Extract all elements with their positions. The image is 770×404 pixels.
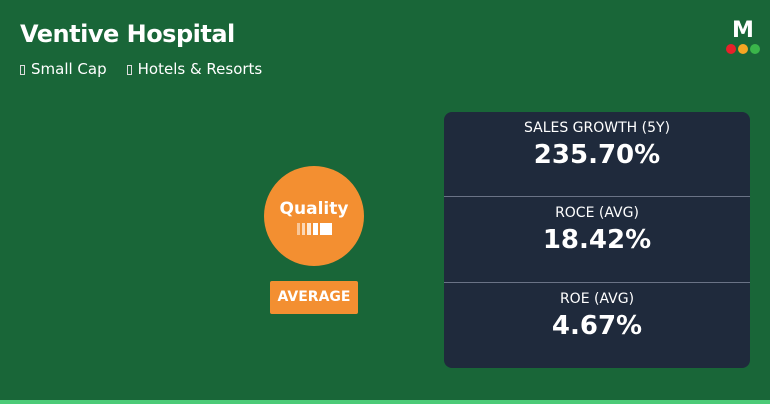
sector-icon — [126, 64, 132, 75]
metric-value: 235.70% — [533, 140, 661, 170]
metric-roe: ROE (AVG) 4.67% — [444, 283, 750, 368]
company-name: Ventive Hospital — [20, 20, 235, 48]
metric-sales-growth: SALES GROWTH (5Y) 235.70% — [444, 112, 750, 198]
quality-rating-badge: AVERAGE — [270, 281, 358, 314]
metrics-panel: SALES GROWTH (5Y) 235.70% ROCE (AVG) 18.42… — [444, 112, 750, 368]
metric-label: SALES GROWTH (5Y) — [523, 120, 671, 136]
metric-label: ROCE (AVG) — [555, 205, 639, 222]
quality-label: Quality — [279, 199, 349, 219]
green-dot-icon — [750, 44, 760, 54]
orange-dot-icon — [738, 44, 748, 54]
metric-value: 4.67% — [551, 310, 643, 341]
tag-market-cap: Small Cap — [20, 60, 107, 78]
quality-circle: Quality — [264, 166, 364, 266]
bottom-accent-bar — [0, 400, 770, 404]
company-tags: Small Cap Hotels & Resorts — [20, 60, 262, 78]
metric-label: ROE (AVG) — [559, 290, 635, 307]
tag-label: Hotels & Resorts — [137, 60, 263, 78]
metric-value: 18.42% — [542, 225, 652, 256]
tag-label: Small Cap — [31, 60, 107, 78]
metric-roce: ROCE (AVG) 18.42% — [444, 197, 750, 283]
brand-logo: M — [724, 20, 762, 54]
red-dot-icon — [726, 44, 736, 54]
cap-icon — [20, 64, 25, 75]
logo-letter: M — [732, 18, 754, 43]
quality-level-bars-icon — [264, 223, 364, 235]
tag-sector: Hotels & Resorts — [126, 60, 263, 78]
